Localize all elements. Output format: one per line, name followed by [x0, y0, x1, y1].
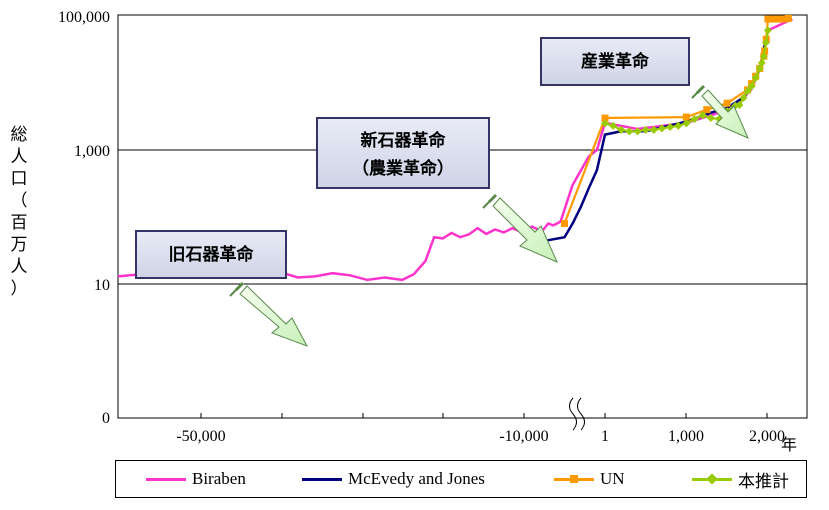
data-point	[609, 121, 618, 130]
y-axis-label: 総人口（百万人）	[11, 125, 28, 299]
data-point	[561, 219, 568, 227]
y-axis-label-char: 口	[11, 169, 28, 189]
data-point	[666, 123, 675, 132]
legend-label: 本推計	[738, 471, 789, 491]
data-point	[747, 82, 756, 91]
data-point	[776, 15, 784, 23]
y-axis-label-char: 総	[11, 125, 28, 145]
data-point	[780, 15, 788, 23]
y-tick-label: 0	[102, 410, 110, 427]
data-point	[768, 15, 776, 23]
data-point	[601, 119, 609, 128]
data-point	[761, 38, 770, 47]
data-point	[625, 127, 634, 136]
data-point	[633, 127, 642, 136]
data-point	[764, 15, 772, 23]
data-point	[706, 114, 715, 123]
y-axis-label-char: （	[11, 191, 28, 211]
svg-text:産業革命: 産業革命	[581, 51, 650, 72]
y-axis-label-char: 人	[11, 147, 28, 167]
x-tick-label: 1,000	[668, 428, 704, 445]
data-point	[657, 124, 666, 133]
data-point	[674, 121, 683, 130]
data-point	[739, 93, 748, 102]
data-point	[698, 111, 707, 120]
data-point	[772, 15, 780, 23]
data-point	[649, 125, 658, 134]
y-tick-label: 1,000	[74, 143, 110, 160]
data-point	[757, 58, 766, 67]
y-tick-label: 10	[94, 277, 110, 294]
svg-text:旧石器革命: 旧石器革命	[169, 244, 255, 265]
data-point	[682, 119, 691, 128]
arrow-industrial-revolution	[691, 84, 749, 139]
legend-item-un: UN	[554, 461, 625, 497]
legend-label: McEvedy and Jones	[348, 469, 485, 488]
y-axis-label-char: ）	[11, 279, 28, 299]
y-tick-label: 100,000	[58, 9, 110, 26]
data-point	[617, 125, 626, 134]
x-tick-label: 2,000	[749, 428, 785, 445]
y-axis-label-char: 百	[11, 213, 28, 233]
annotation-neolithic-revolution: 新石器革命 （農業革命）	[316, 117, 490, 189]
svg-text:新石器革命: 新石器革命	[361, 130, 447, 151]
legend-item-mcevedy: McEvedy and Jones	[302, 461, 485, 497]
plot-area	[117, 14, 808, 419]
data-point	[763, 26, 772, 35]
axis-break-mark	[569, 397, 585, 431]
legend-label: UN	[600, 469, 625, 488]
data-point	[759, 52, 768, 61]
arrow-neolithic-revolution	[482, 193, 558, 263]
annotation-industrial-revolution: 産業革命	[540, 37, 690, 86]
data-point	[690, 115, 699, 124]
x-tick-label: 1	[601, 428, 609, 445]
data-point	[601, 114, 609, 122]
svg-text:（農業革命）: （農業革命）	[352, 158, 454, 179]
y-axis-label-char: 人	[11, 257, 28, 277]
x-tick-label: -10,000	[499, 428, 548, 445]
y-axis-label-char: 万	[11, 235, 28, 255]
data-point	[703, 106, 711, 114]
data-point	[682, 113, 690, 121]
legend: Biraben McEvedy and Jones UN 本推計	[115, 460, 807, 498]
arrow-paleolithic-revolution	[229, 281, 309, 347]
x-axis-unit: 年	[781, 436, 797, 454]
annotation-paleolithic-revolution: 旧石器革命	[135, 230, 287, 279]
data-point	[784, 14, 792, 22]
legend-label: Biraben	[192, 469, 246, 488]
data-point	[723, 99, 731, 107]
data-point	[641, 125, 650, 134]
data-point	[735, 100, 744, 109]
legend-item-estimate: 本推計	[692, 461, 789, 497]
data-point	[751, 73, 760, 82]
legend-item-biraben: Biraben	[146, 461, 246, 497]
x-tick-label: -50,000	[176, 428, 225, 445]
data-point	[743, 86, 752, 95]
